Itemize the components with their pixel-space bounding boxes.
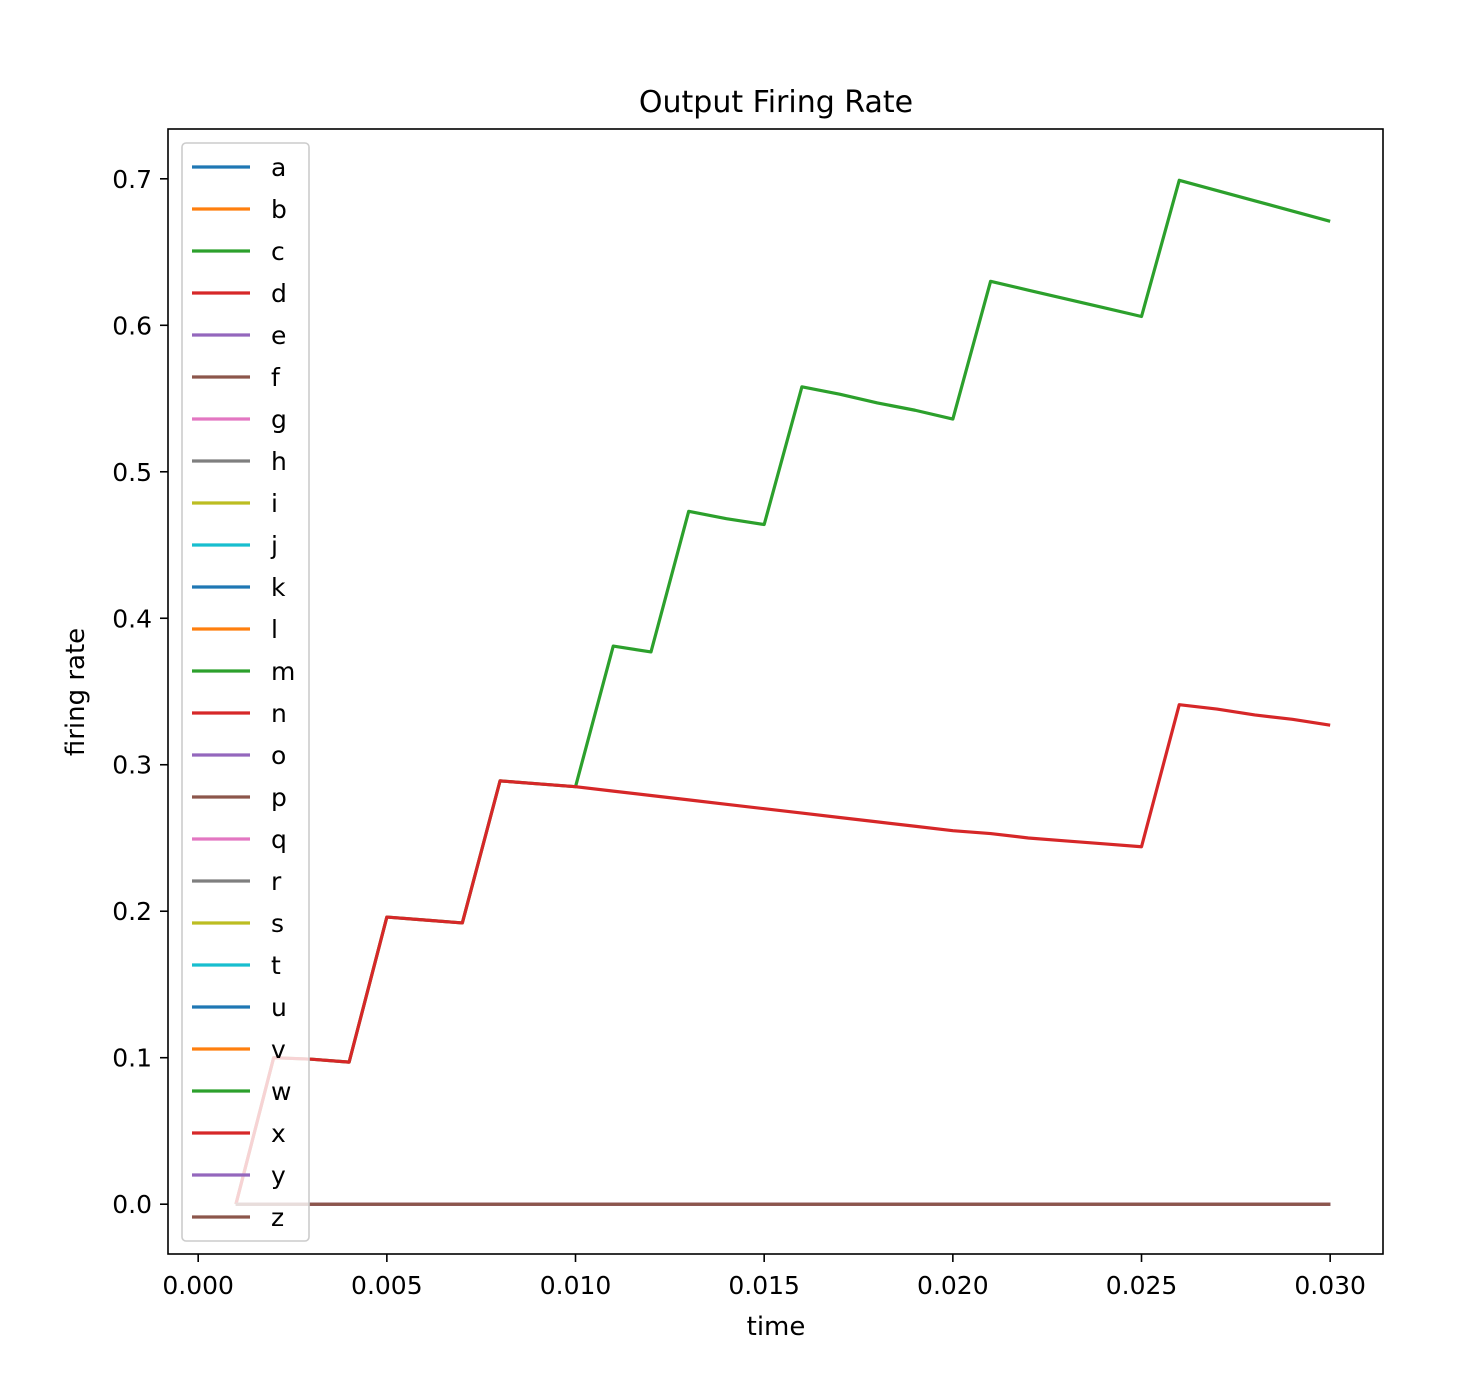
series-line-m — [234, 178, 1331, 1205]
x-axis: 0.000 0.005 0.010 0.015 0.020 0.025 0.030 — [162, 1254, 1366, 1300]
chart-title: Output Firing Rate — [639, 85, 913, 120]
legend-label-l: l — [271, 615, 278, 644]
legend-label-a: a — [271, 153, 286, 182]
legend-label-h: h — [271, 447, 287, 476]
plot-area — [234, 178, 1331, 1206]
legend-label-t: t — [271, 951, 281, 980]
y-tick-label: 0.3 — [112, 751, 152, 780]
x-axis-label: time — [747, 1312, 806, 1342]
legend-label-j: j — [270, 531, 278, 560]
x-tick-label: 0.015 — [728, 1271, 800, 1300]
x-tick-label: 0.020 — [917, 1271, 989, 1300]
y-tick-label: 0.5 — [112, 458, 152, 487]
legend-label-s: s — [271, 909, 284, 938]
legend-label-w: w — [271, 1077, 291, 1106]
x-tick-label: 0.025 — [1106, 1271, 1178, 1300]
legend-label-m: m — [271, 657, 295, 686]
y-tick-label: 0.7 — [112, 165, 152, 194]
legend-label-v: v — [271, 1035, 286, 1064]
series-line-n — [234, 703, 1331, 1205]
y-tick-label: 0.1 — [112, 1044, 152, 1073]
legend-label-u: u — [271, 993, 287, 1022]
x-tick-label: 0.030 — [1294, 1271, 1366, 1300]
legend-label-k: k — [271, 573, 286, 602]
legend-label-o: o — [271, 741, 286, 770]
x-tick-label: 0.010 — [540, 1271, 612, 1300]
y-axis: 0.0 0.1 0.2 0.3 0.4 0.5 0.6 0.7 — [112, 165, 168, 1219]
x-tick-label: 0.000 — [162, 1271, 234, 1300]
legend-label-f: f — [271, 363, 281, 392]
legend-label-p: p — [271, 783, 287, 812]
legend-label-g: g — [271, 405, 287, 434]
legend-label-y: y — [271, 1161, 286, 1190]
legend-label-e: e — [271, 321, 286, 350]
x-tick-label: 0.005 — [351, 1271, 423, 1300]
legend-label-d: d — [271, 279, 287, 308]
y-tick-label: 0.4 — [112, 604, 152, 633]
legend-label-n: n — [271, 699, 287, 728]
y-tick-label: 0.6 — [112, 311, 152, 340]
legend-label-i: i — [271, 489, 278, 518]
legend-label-x: x — [271, 1119, 286, 1148]
legend-label-c: c — [271, 237, 285, 266]
y-axis-label: firing rate — [61, 628, 91, 756]
y-tick-label: 0.0 — [112, 1190, 152, 1219]
legend-label-z: z — [271, 1203, 284, 1232]
legend-label-b: b — [271, 195, 287, 224]
axes-frame — [167, 128, 1384, 1255]
legend-label-r: r — [271, 867, 282, 896]
y-tick-label: 0.2 — [112, 897, 152, 926]
legend-label-q: q — [271, 825, 287, 854]
